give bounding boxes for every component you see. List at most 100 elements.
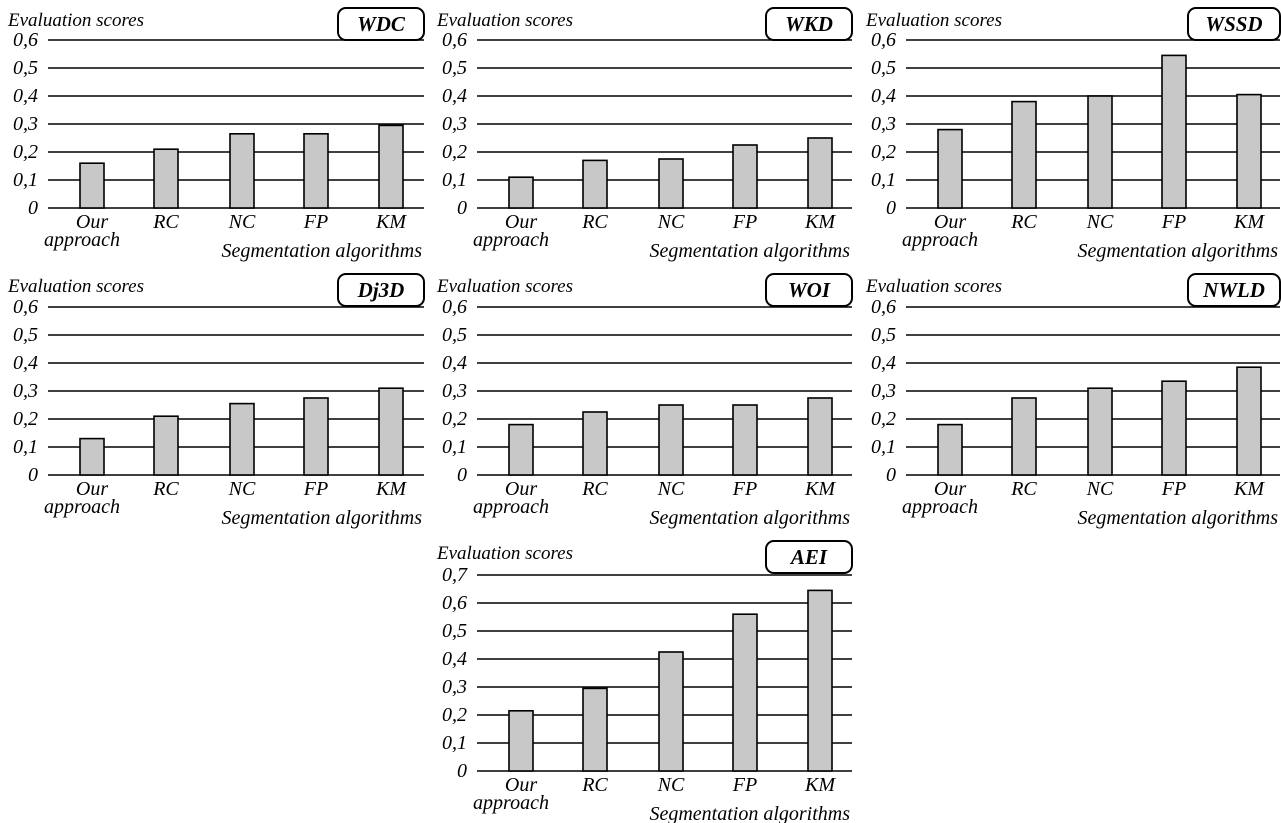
- chart-title: WDC: [357, 12, 406, 36]
- bar: [508, 709, 534, 772]
- y-tick-label: 0,4: [13, 352, 38, 374]
- chart-title-badge: [1187, 7, 1281, 41]
- bar: [1161, 54, 1187, 209]
- bar: [582, 687, 608, 772]
- x-tick-label: RC: [581, 211, 608, 233]
- chart-title-badge: [337, 7, 425, 41]
- y-tick-label: 0,6: [13, 296, 38, 318]
- chart-title-badge: [1187, 273, 1281, 307]
- y-tick-label: 0,1: [442, 169, 467, 191]
- chart-panel-aei: Evaluation scores 0 0,1 0,2 0,3 0,4 0,5 0,6 0,7 O…: [436, 540, 853, 823]
- y-tick-label: 0,2: [442, 704, 467, 726]
- y-tick-label: 0,3: [442, 380, 467, 402]
- x-axis-label: Segmentation algorithms: [649, 803, 850, 823]
- y-tick-label: 0,2: [442, 408, 467, 430]
- bar: [937, 128, 963, 209]
- bar: [229, 402, 255, 476]
- x-tick-label: RC: [1010, 211, 1037, 233]
- y-tick-label: 0: [886, 464, 896, 486]
- x-tick-label: FP: [303, 211, 328, 233]
- y-tick-label: 0,4: [442, 85, 467, 107]
- x-tick-label: Our approach: [473, 211, 549, 251]
- y-tick-label: 0,6: [442, 592, 467, 614]
- bar: [508, 423, 534, 476]
- y-axis-label: Evaluation scores: [7, 276, 144, 297]
- x-axis-label: Segmentation algorithms: [221, 507, 422, 529]
- chart-title: Dj3D: [357, 278, 405, 302]
- bar: [508, 176, 534, 209]
- x-tick-label: RC: [152, 478, 179, 500]
- bar: [378, 387, 404, 476]
- bar: [807, 137, 833, 209]
- bar: [79, 162, 105, 209]
- bar: [658, 651, 684, 772]
- y-tick-label: 0: [28, 197, 38, 219]
- bar: [582, 411, 608, 476]
- bar: [937, 423, 963, 476]
- y-tick-label: 0: [28, 464, 38, 486]
- x-tick-label: NC: [657, 478, 685, 500]
- y-tick-label: 0,6: [13, 29, 38, 51]
- x-tick-label: FP: [732, 774, 757, 796]
- chart-title-badge: [765, 540, 853, 574]
- chart-panel-wkd: Evaluation scores 0 0,1 0,2 0,3 0,4 0,5 0,6 Our a…: [436, 7, 853, 262]
- y-axis-label: Evaluation scores: [865, 10, 1002, 31]
- bar: [807, 589, 833, 772]
- x-tick-label: Our approach: [902, 478, 978, 518]
- y-tick-label: 0,3: [442, 676, 467, 698]
- chart-panel-wssd: Evaluation scores 0 0,1 0,2 0,3 0,4 0,5 0,6 Our a…: [865, 7, 1281, 262]
- y-tick-label: 0,6: [871, 29, 896, 51]
- y-tick-label: 0,5: [442, 620, 467, 642]
- y-tick-label: 0,5: [442, 324, 467, 346]
- x-tick-label: NC: [1086, 211, 1114, 233]
- x-axis-label: Segmentation algorithms: [1077, 240, 1278, 262]
- x-tick-label: FP: [1161, 478, 1186, 500]
- bar: [303, 397, 329, 476]
- x-tick-label: KM: [804, 211, 836, 233]
- y-axis-label: Evaluation scores: [436, 543, 573, 564]
- y-tick-label: 0: [457, 760, 467, 782]
- x-tick-label: Our approach: [44, 211, 120, 251]
- y-tick-label: 0,4: [13, 85, 38, 107]
- x-tick-label: KM: [804, 478, 836, 500]
- x-tick-label: RC: [581, 774, 608, 796]
- y-tick-label: 0,6: [442, 296, 467, 318]
- chart-title-badge: [765, 7, 853, 41]
- x-tick-label: NC: [657, 774, 685, 796]
- bar: [658, 404, 684, 476]
- bar: [153, 148, 179, 209]
- y-tick-label: 0,5: [13, 324, 38, 346]
- x-tick-label: NC: [1086, 478, 1114, 500]
- y-tick-label: 0,4: [871, 85, 896, 107]
- y-tick-label: 0: [457, 197, 467, 219]
- y-tick-label: 0,2: [13, 408, 38, 430]
- y-tick-label: 0,1: [13, 436, 38, 458]
- x-axis-label: Segmentation algorithms: [221, 240, 422, 262]
- bar: [229, 133, 255, 209]
- y-tick-label: 0,7: [442, 564, 468, 586]
- bar: [303, 133, 329, 209]
- x-tick-label: Our approach: [473, 774, 549, 814]
- bar: [732, 144, 758, 209]
- bar: [1087, 387, 1113, 476]
- x-tick-label: KM: [375, 211, 407, 233]
- y-tick-label: 0: [457, 464, 467, 486]
- y-axis-label: Evaluation scores: [436, 10, 573, 31]
- x-tick-label: NC: [657, 211, 685, 233]
- y-tick-label: 0,1: [871, 436, 896, 458]
- x-tick-label: KM: [1233, 478, 1265, 500]
- chart-title: WSSD: [1205, 12, 1262, 36]
- y-tick-label: 0,6: [871, 296, 896, 318]
- chart-panel-wdc: Evaluation scores 0 0,1 0,2 0,3 0,4 0,5 0,6 Our a…: [7, 7, 425, 262]
- y-tick-label: 0,3: [13, 380, 38, 402]
- x-tick-label: NC: [228, 478, 256, 500]
- y-tick-label: 0,3: [871, 113, 896, 135]
- chart-panel-woi: Evaluation scores 0 0,1 0,2 0,3 0,4 0,5 0,6 Our a…: [436, 273, 853, 529]
- x-tick-label: KM: [1233, 211, 1265, 233]
- bar: [1236, 93, 1262, 209]
- y-tick-label: 0,5: [442, 57, 467, 79]
- y-tick-label: 0,5: [871, 324, 896, 346]
- bar: [1087, 95, 1113, 209]
- chart-panel-nwld: Evaluation scores 0 0,1 0,2 0,3 0,4 0,5 0,6 Our a…: [865, 273, 1281, 529]
